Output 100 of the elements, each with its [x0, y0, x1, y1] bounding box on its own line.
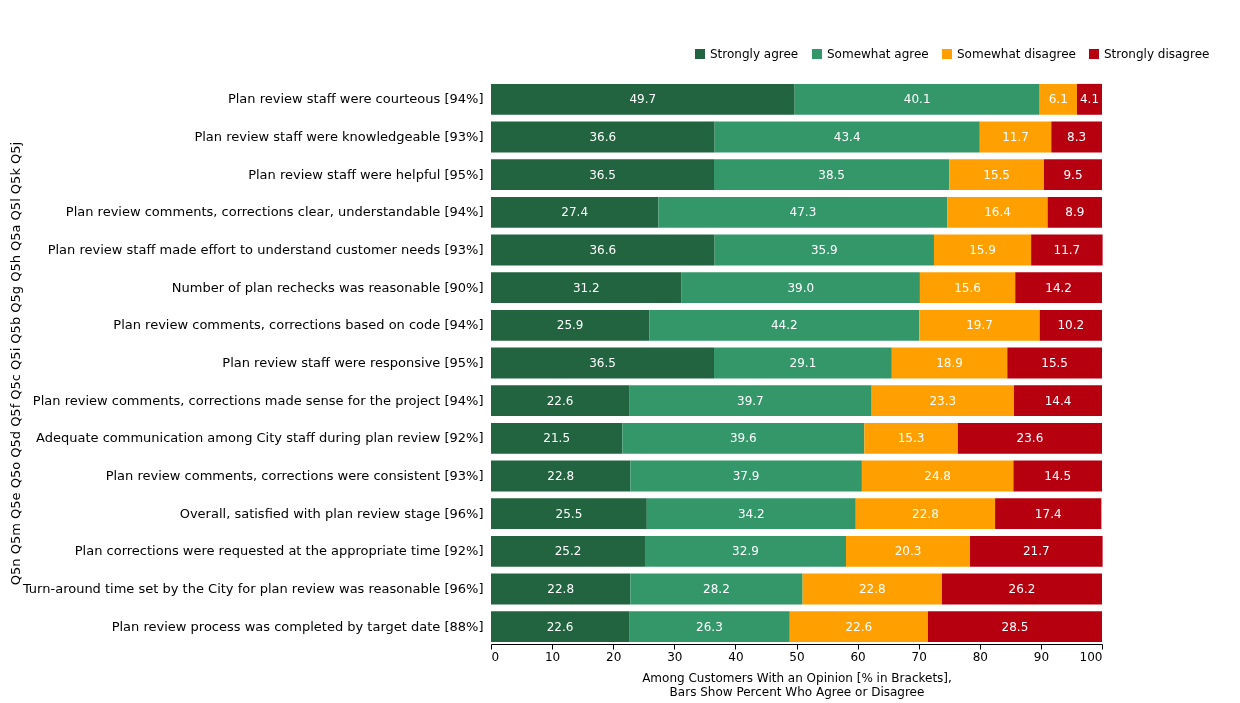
bar — [629, 385, 872, 417]
data-label: 22.6 — [546, 393, 574, 408]
bar — [491, 234, 715, 266]
bar — [630, 573, 803, 605]
data-label: 14.5 — [1044, 469, 1072, 483]
bar — [491, 498, 647, 530]
data-label: 22.6 — [845, 619, 873, 634]
bar — [714, 159, 950, 191]
y-tick-label: Plan review comments, corrections made sense for the project [94%] — [32, 392, 484, 408]
y-axis-title: Q5n Q5m Q5e Q5o Q5d Q5f Q5c Q5i Q5b Q5g Q5h Q5a Q5l Q5k Q5j — [7, 141, 23, 586]
data-label: 8.9 — [1065, 205, 1085, 220]
bar — [855, 498, 996, 530]
bar — [1014, 385, 1102, 417]
y-tick-label: Adequate communication among City staff during plan review [92%] — [36, 430, 484, 446]
bar — [630, 460, 862, 492]
x-tick-label: 0 — [491, 649, 500, 664]
bar — [491, 347, 715, 379]
data-label: 20.3 — [894, 544, 922, 559]
bar — [491, 611, 630, 643]
bar — [1015, 272, 1102, 304]
bar — [681, 272, 920, 304]
bar — [491, 460, 631, 492]
y-tick-label: Overall, satisfied with plan review stage [96%] — [179, 505, 484, 521]
bar — [491, 272, 682, 304]
data-label: 15.5 — [1041, 356, 1069, 370]
bar — [957, 422, 1102, 454]
y-tick-label: Plan review staff were responsive [95%] — [222, 355, 484, 370]
legend-label: Strongly agree — [710, 47, 799, 61]
data-label: 27.4 — [561, 205, 589, 220]
data-label: 44.2 — [770, 318, 798, 333]
bar — [1076, 83, 1102, 115]
bar — [1013, 460, 1102, 492]
x-tick-label: 30 — [667, 649, 683, 664]
data-label: 8.3 — [1067, 129, 1087, 144]
bar — [933, 234, 1032, 266]
data-label: 39.7 — [737, 393, 764, 408]
bar — [1039, 83, 1077, 115]
data-label: 39.0 — [787, 280, 815, 295]
data-label: 36.6 — [589, 243, 617, 257]
data-label: 28.5 — [1001, 619, 1029, 634]
data-label: 11.7 — [1053, 243, 1081, 257]
x-tick-label: 80 — [972, 649, 988, 664]
bar — [644, 535, 846, 567]
data-label: 37.9 — [732, 469, 760, 483]
bar — [491, 573, 631, 605]
y-tick-label: Plan review process was completed by target date [88%] — [111, 618, 484, 634]
data-label: 9.5 — [1063, 167, 1083, 182]
data-label: 25.5 — [555, 506, 583, 521]
bar — [919, 272, 1016, 304]
data-label: 17.4 — [1034, 506, 1062, 521]
bar — [491, 422, 623, 454]
bar — [891, 347, 1008, 379]
bar — [794, 83, 1040, 115]
data-label: 22.8 — [912, 506, 939, 521]
data-label: 34.2 — [737, 506, 765, 521]
data-label: 40.1 — [903, 92, 931, 107]
bar — [979, 121, 1052, 153]
bar — [491, 159, 715, 191]
bar — [871, 385, 1015, 417]
data-label: 15.5 — [983, 167, 1010, 182]
data-label: 22.8 — [858, 582, 886, 597]
data-label: 18.9 — [936, 356, 963, 370]
data-label: 14.2 — [1045, 280, 1072, 295]
data-label: 47.3 — [789, 205, 817, 220]
bar — [491, 385, 630, 417]
bar — [1043, 159, 1102, 191]
data-label: 15.6 — [954, 280, 981, 295]
x-tick-label: 90 — [1033, 649, 1050, 664]
bar — [927, 611, 1102, 643]
bar — [995, 498, 1102, 530]
bar — [491, 83, 795, 115]
data-label: 38.5 — [818, 167, 845, 182]
data-label: 35.9 — [810, 243, 838, 257]
data-label: 21.7 — [1022, 544, 1050, 559]
bar — [789, 611, 928, 643]
y-tick-label: Plan review comments, corrections clear, understandable [94%] — [65, 204, 484, 220]
data-label: 49.7 — [629, 92, 657, 107]
data-label: 23.6 — [1016, 431, 1044, 446]
data-label: 22.8 — [547, 469, 575, 483]
data-label: 23.3 — [929, 393, 957, 408]
bar — [919, 309, 1040, 341]
data-label: 22.6 — [546, 619, 574, 634]
bar — [714, 234, 934, 266]
data-label: 43.4 — [833, 129, 861, 144]
data-label: 11.7 — [1002, 129, 1029, 144]
y-tick-label: Plan review staff made effort to understand customer needs [93%] — [47, 242, 484, 257]
data-label: 36.5 — [589, 356, 616, 370]
data-label: 39.6 — [729, 431, 757, 446]
x-tick-label: 100 — [1079, 649, 1103, 664]
bar — [941, 573, 1102, 605]
bar — [864, 422, 958, 454]
bar — [658, 196, 948, 228]
bar — [629, 611, 790, 643]
bar — [1007, 347, 1102, 379]
data-label: 10.2 — [1057, 318, 1085, 333]
bar — [491, 535, 645, 567]
data-label: 25.9 — [556, 318, 584, 333]
x-tick-label: 70 — [911, 649, 927, 664]
legend-label: Somewhat disagree — [957, 47, 1076, 61]
bar — [649, 309, 920, 341]
